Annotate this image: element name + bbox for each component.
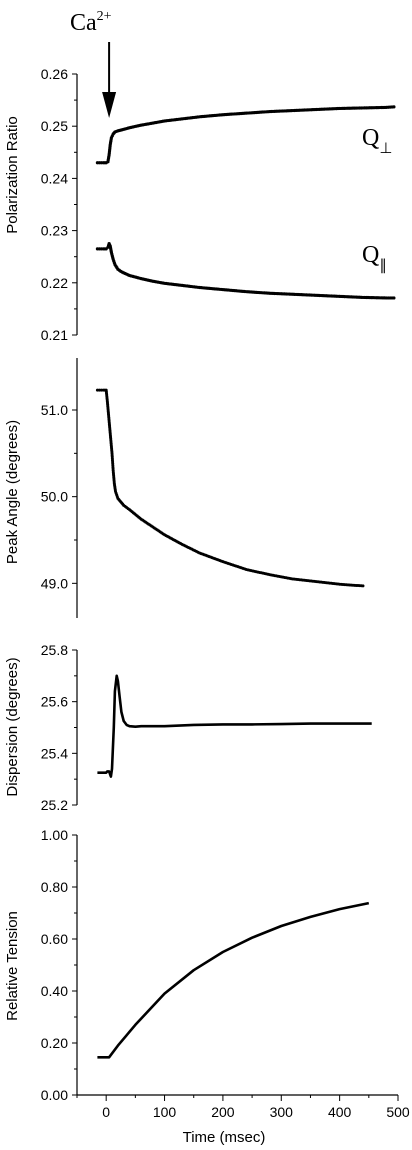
data-point: [392, 105, 396, 109]
panel-4: 0.00 0.20 0.40 0.60 0.80 1.00 0 100 200 300 400 500: [41, 827, 410, 1120]
y-tick-label: 25.2: [41, 797, 68, 813]
x-tick-label: 100: [153, 1104, 177, 1120]
series-1-points: [95, 105, 396, 165]
data-point: [361, 584, 365, 588]
y-tick-label: 25.4: [41, 745, 68, 761]
y-tick-label: 1.00: [41, 827, 68, 843]
x-tick-label: 0: [102, 1104, 110, 1120]
series-1-label: Q⊥: [362, 125, 392, 157]
series-2-points: [95, 242, 396, 300]
y-tick-label: 25.6: [41, 694, 68, 710]
y-tick-label: 0.21: [41, 327, 68, 343]
y-tick-label: 0.23: [41, 223, 68, 239]
y-tick-label: 0.60: [41, 931, 68, 947]
y-tick-label: 0.26: [41, 66, 68, 82]
panel-3: 25.2 25.4 25.6 25.8: [41, 642, 372, 813]
y-tick-label: 0.20: [41, 1035, 68, 1051]
y-tick-label: 0.40: [41, 983, 68, 999]
y-tick-label: 49.0: [41, 575, 68, 591]
x-axis-label: Time (msec): [183, 1129, 266, 1146]
x-tick-label: 200: [211, 1104, 235, 1120]
panel-1: 0.21 0.22 0.23 0.24 0.25 0.26 Q⊥ Q∥ Ca2+: [41, 9, 396, 343]
panel-4-ylabel: Relative Tension: [4, 911, 21, 1021]
series-2-label: Q∥: [362, 242, 387, 274]
y-tick-label: 0.24: [41, 170, 68, 186]
y-tick-label: 51.0: [41, 402, 68, 418]
arrow-head: [102, 92, 117, 118]
panel-1-ylabel: Polarization Ratio: [4, 116, 21, 234]
x-tick-label: 400: [328, 1104, 352, 1120]
y-tick-label: 0.22: [41, 275, 68, 291]
panel-3-ylabel: Dispersion (degrees): [4, 657, 21, 796]
y-tick-label: 0.80: [41, 879, 68, 895]
series-1-points: [95, 388, 365, 588]
x-tick-label: 300: [270, 1104, 294, 1120]
y-tick-label: 50.0: [41, 489, 68, 505]
calcium-label: Ca2+: [70, 9, 112, 36]
x-tick-label: 500: [386, 1104, 410, 1120]
panel-2: 49.0 50.0 51.0: [41, 358, 365, 618]
y-tick-label: 25.8: [41, 642, 68, 658]
panel-2-ylabel: Peak Angle (degrees): [4, 420, 21, 564]
y-tick-label: 0.25: [41, 118, 68, 134]
data-point: [392, 296, 396, 300]
series-1-line: [97, 674, 372, 778]
series-1-line: [97, 901, 370, 1059]
y-tick-label: 0.00: [41, 1087, 68, 1103]
